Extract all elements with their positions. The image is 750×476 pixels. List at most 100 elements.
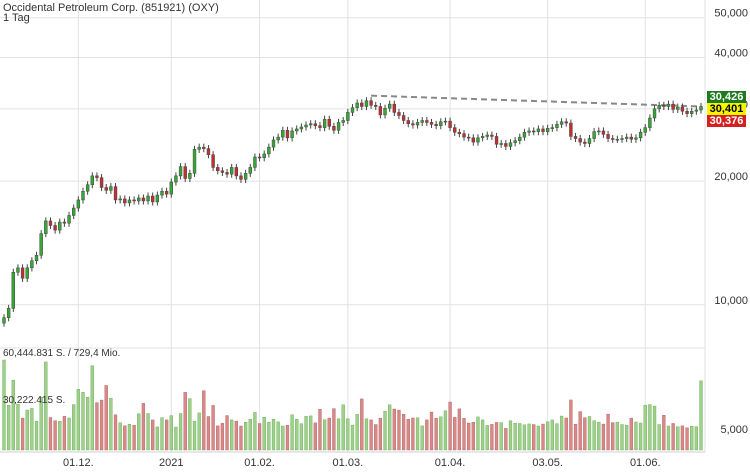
candle-body <box>429 122 434 125</box>
volume-bar <box>620 424 624 451</box>
volume-bar <box>304 416 308 451</box>
candle-body <box>476 137 480 143</box>
candle-body <box>662 105 666 107</box>
volume-bar <box>188 398 192 451</box>
volume-bar <box>662 415 666 451</box>
volume-bar <box>281 425 285 451</box>
volume-bar <box>16 404 20 451</box>
volume-bar <box>341 404 345 451</box>
volume-bar <box>490 424 494 451</box>
volume-bar <box>518 423 522 451</box>
candle-body <box>234 167 239 177</box>
volume-bar <box>513 422 517 451</box>
candle-body <box>569 122 573 137</box>
candle-body <box>20 267 25 279</box>
volume-bar <box>132 425 136 451</box>
volume-bar <box>44 361 48 451</box>
x-tick-label: 01.02. <box>244 457 275 469</box>
candle-body <box>211 154 215 168</box>
candle-body <box>216 167 220 172</box>
volume-bar <box>550 419 554 451</box>
volume-bar <box>671 423 675 451</box>
volume-bar <box>160 417 164 451</box>
candle-body <box>634 137 638 140</box>
grid-lines <box>0 0 706 453</box>
volume-bar <box>569 399 573 451</box>
volume-bar <box>499 422 503 451</box>
volume-bar <box>508 420 513 451</box>
candle-body <box>85 184 90 192</box>
volume-bar <box>169 415 173 451</box>
volume-bar <box>350 424 355 451</box>
volume-bar <box>271 418 276 451</box>
candle-body <box>257 156 262 159</box>
candle-body <box>276 136 280 141</box>
chart-interval: 1 Tag <box>3 12 30 24</box>
volume-bar <box>164 419 169 451</box>
candle-body <box>620 138 624 140</box>
price-badge-low: 30,376 <box>707 115 746 127</box>
volume-bar <box>504 428 508 451</box>
volume-bar <box>420 425 424 451</box>
candle-body <box>453 127 457 133</box>
volume-bar <box>364 418 369 451</box>
candle-body <box>383 107 387 116</box>
volume-max-label: 60,444.831 S. / 729,4 Mio. <box>3 348 121 359</box>
volume-bar <box>690 426 694 451</box>
candle-body <box>271 139 276 148</box>
candle-body <box>462 133 466 138</box>
volume-bar <box>34 421 39 451</box>
candle-body <box>494 136 499 145</box>
candle-body <box>434 124 438 126</box>
volume-bar <box>243 422 248 451</box>
candle-body <box>406 120 410 124</box>
candle-body <box>685 110 689 114</box>
candle-body <box>532 130 536 133</box>
candle-body <box>527 130 531 133</box>
candle-body <box>439 121 443 126</box>
candle-body <box>559 121 564 125</box>
volume-bar <box>239 425 243 451</box>
volume-bar <box>2 359 6 451</box>
candle-body <box>169 181 173 195</box>
volume-bar <box>476 416 480 451</box>
candle-body <box>471 137 476 143</box>
candle-body <box>443 120 448 123</box>
candle-body <box>183 166 187 179</box>
volume-bar <box>578 411 582 451</box>
volume-bar <box>192 421 197 451</box>
candle-body <box>652 108 657 119</box>
candle-body <box>550 127 554 129</box>
volume-bar <box>7 404 11 451</box>
candle-body <box>499 143 503 145</box>
volume-bar <box>559 415 564 451</box>
candle-body <box>62 221 67 224</box>
candle-body <box>76 199 81 209</box>
candlesticks <box>2 97 703 327</box>
volume-bar <box>109 397 113 451</box>
candle-body <box>415 122 420 126</box>
candle-body <box>164 190 169 195</box>
volume-bar <box>462 418 466 451</box>
volume-bar <box>676 426 680 451</box>
volume-bar <box>248 419 252 451</box>
volume-bar <box>220 423 225 451</box>
volume-bar <box>369 419 373 451</box>
volume-bar <box>327 417 331 451</box>
volume-bar <box>202 390 206 451</box>
candle-body <box>34 255 39 261</box>
candle-body <box>285 130 290 139</box>
candle-body <box>336 122 341 131</box>
volume-bar <box>699 380 703 451</box>
volume-bar <box>601 423 606 451</box>
candle-body <box>299 126 304 130</box>
candle-body <box>229 167 234 175</box>
chart-title: Occidental Petroleum Corp. (851921) (OXY… <box>3 2 219 14</box>
volume-bar <box>415 417 420 451</box>
candle-body <box>53 225 57 231</box>
volume-bar <box>174 426 178 451</box>
volume-bar <box>299 423 304 451</box>
candle-body <box>127 199 132 204</box>
